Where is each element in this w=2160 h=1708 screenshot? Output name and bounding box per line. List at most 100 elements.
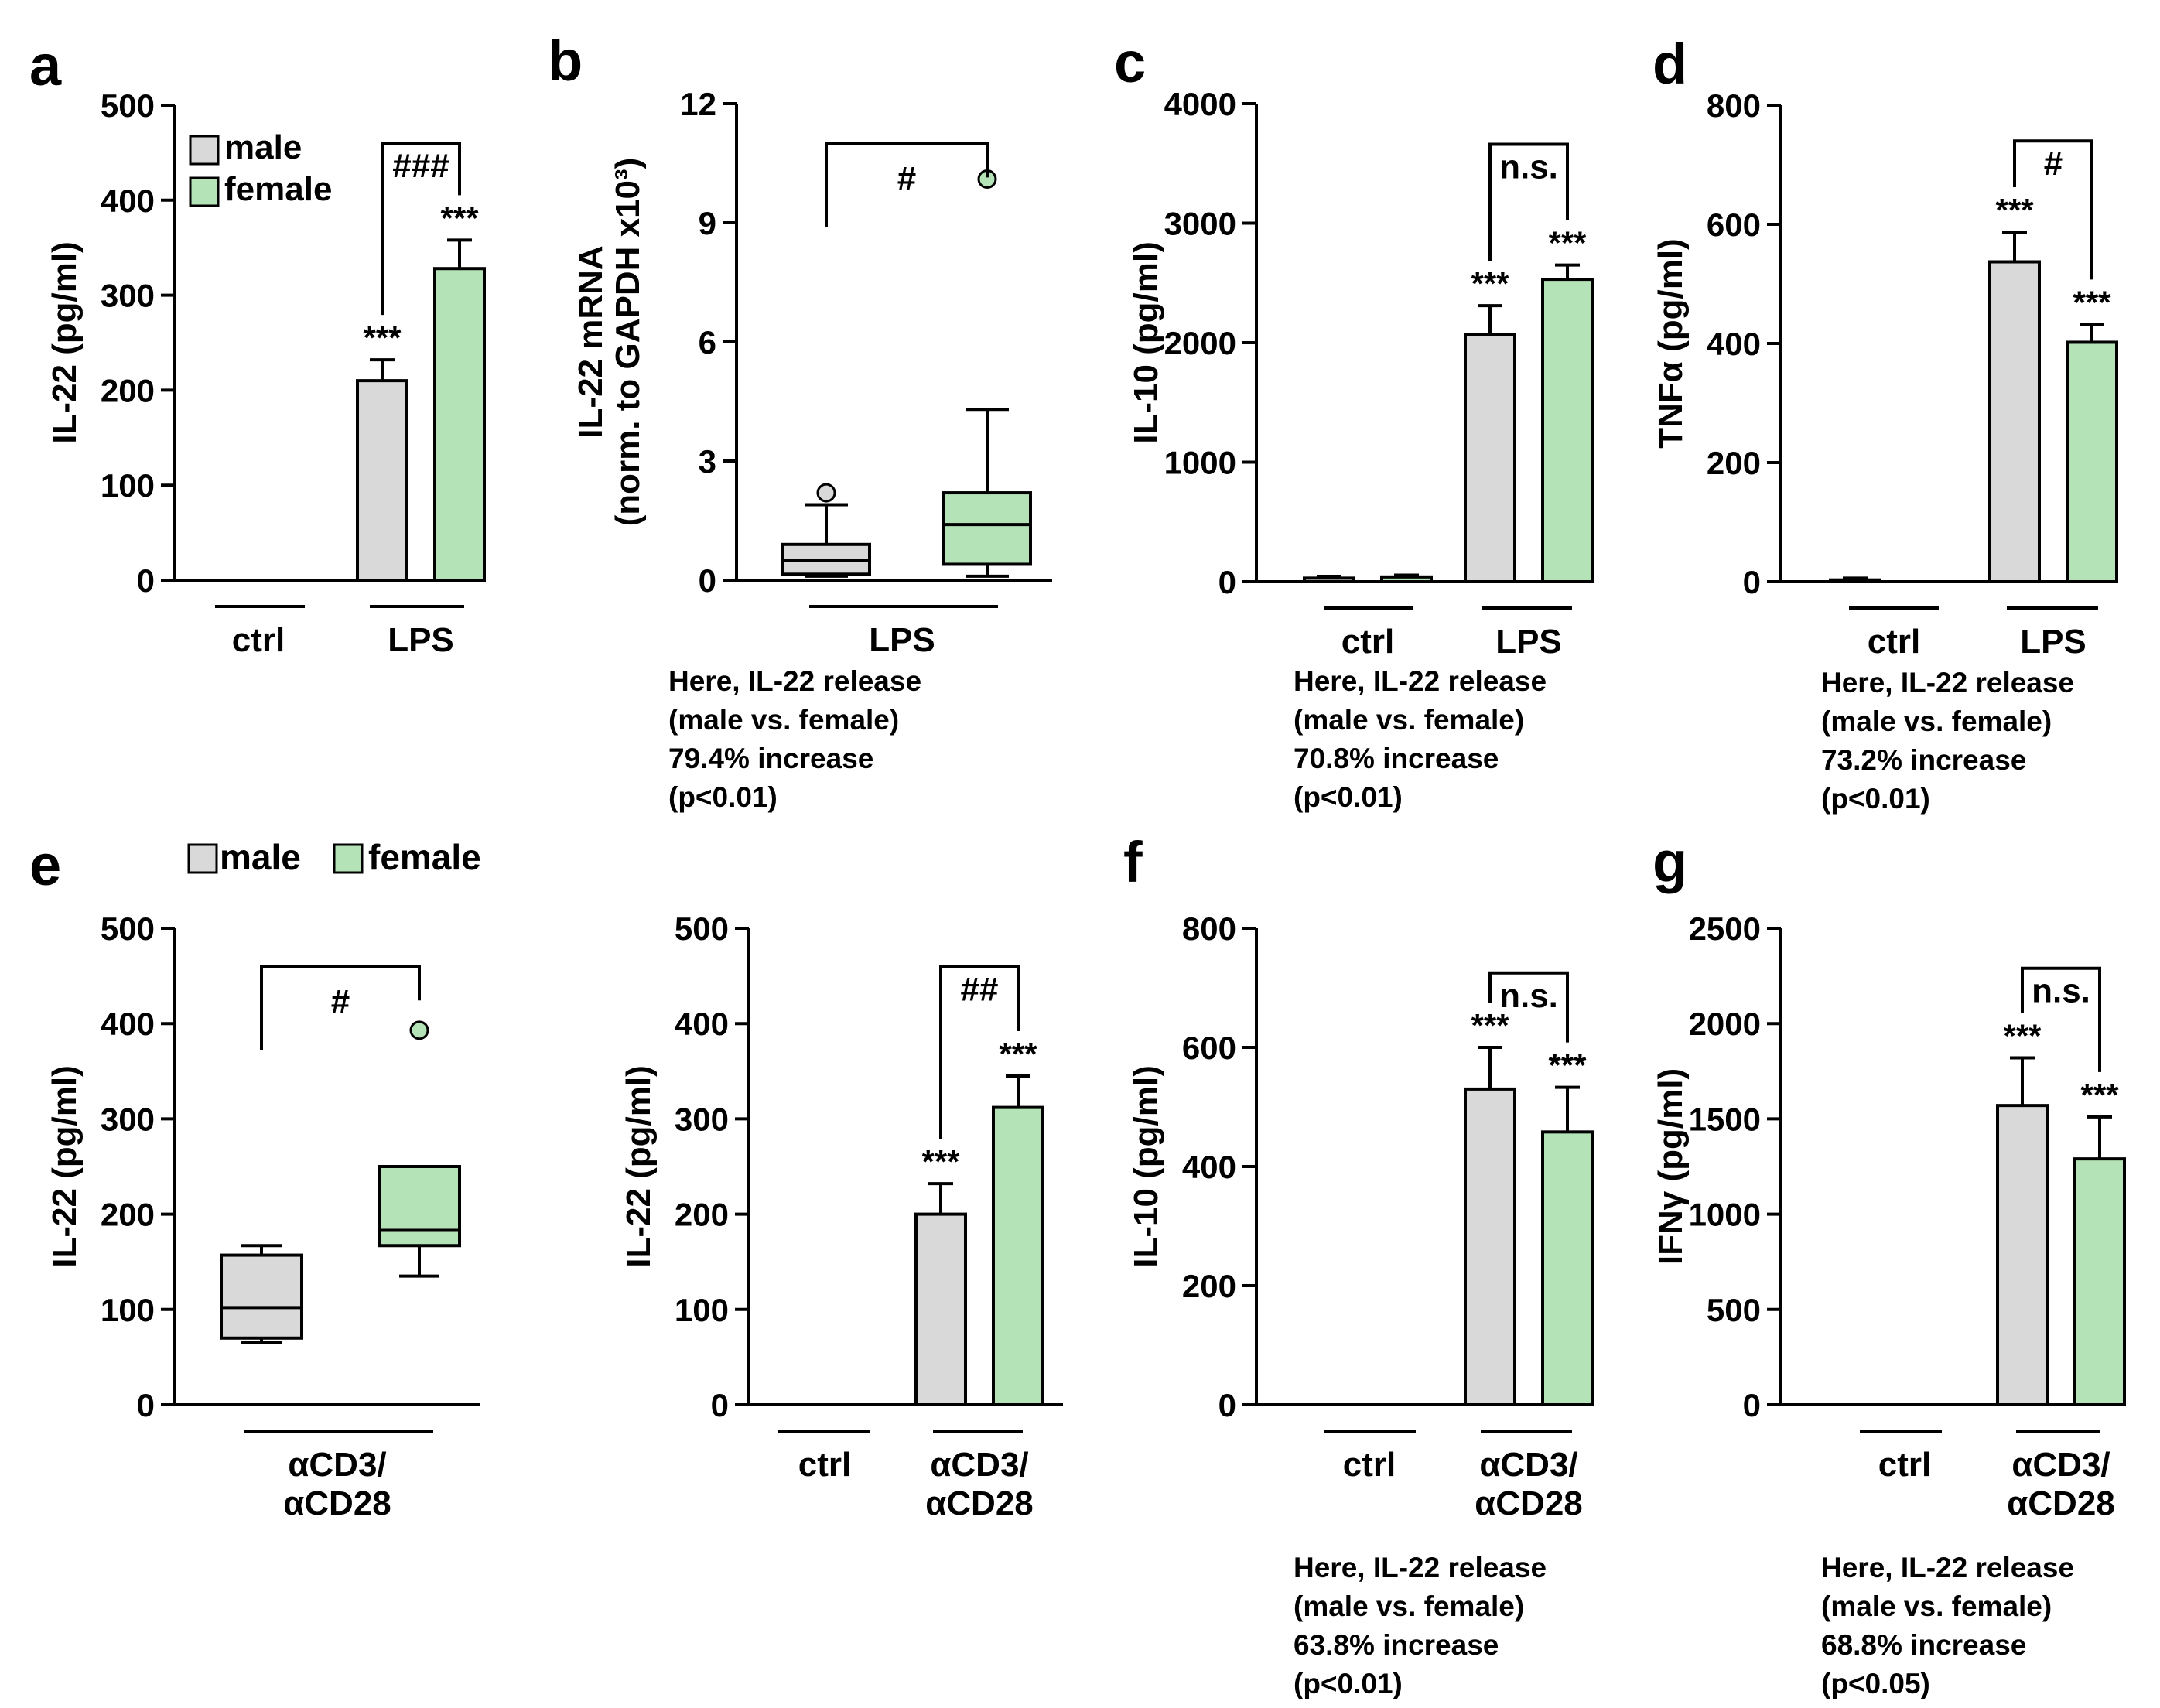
legend-female-label: female (224, 170, 332, 208)
chart-b: b 0 3 6 9 12 IL-22 mRNA (norm. to GAPDH x10³) LP… (548, 29, 1052, 659)
y-tick-label: 200 (101, 1197, 155, 1233)
panel-label: g (1652, 830, 1687, 894)
significance-stars: *** (1548, 225, 1587, 261)
y-tick-label: 500 (1707, 1292, 1761, 1328)
y-axis-label: (norm. to GAPDH x10³) (609, 158, 647, 527)
y-tick-label: 1500 (1689, 1101, 1761, 1137)
note-line: 73.2% increase (1821, 744, 2027, 776)
significance-stars: *** (1471, 265, 1509, 302)
bar-female (1380, 575, 1433, 584)
group-label: LPS (388, 621, 454, 659)
note-f: Here, IL-22 release (male vs. female) 63… (1294, 1549, 1618, 1703)
note-line: (male vs. female) (1821, 705, 2052, 737)
y-tick-label: 800 (1707, 87, 1761, 124)
legend-male-label: male (224, 128, 302, 166)
chart-d: d 0 200 400 600 800 TNFα (pg/ml) ctrl LPS *** *** # (1652, 32, 2118, 661)
y-axis-label: IL-10 (pg/ml) (1127, 241, 1165, 444)
y-tick-label: 400 (675, 1006, 729, 1042)
chart-e_bar: 0 100 200 300 400 500 IL-22 (pg/ml) ctrl αCD3/αC… (620, 910, 1063, 1522)
bracket (825, 142, 989, 227)
y-tick-label: 2000 (1164, 325, 1236, 361)
bracket (2021, 966, 2101, 1072)
y-tick-label: 12 (680, 86, 716, 122)
chart-f: f 0 200 400 600 800 IL-10 (pg/ml) ctrl αCD3/αCD2… (1123, 830, 1594, 1522)
group-label: ctrl (1868, 623, 1920, 661)
panel-label: e (29, 833, 61, 897)
note-line: 68.8% increase (1821, 1629, 2027, 1661)
bar-male (914, 1212, 967, 1406)
y-tick-label: 100 (675, 1292, 729, 1328)
legend-e-male-swatch (187, 843, 218, 874)
box-male (220, 1253, 303, 1340)
y-tick-label: 0 (711, 1387, 729, 1423)
y-tick-label: 400 (101, 183, 155, 219)
note-line: (p<0.01) (668, 781, 778, 813)
group-label: ctrl (1343, 1446, 1396, 1484)
y-tick-label: 1000 (1689, 1197, 1761, 1233)
significance-stars: *** (2073, 284, 2111, 320)
y-tick-label: 3 (699, 443, 716, 480)
legend-female-swatch (189, 176, 220, 207)
bar-female (1541, 1130, 1594, 1406)
note-line: (male vs. female) (1294, 704, 1525, 736)
panel-label: c (1114, 30, 1146, 94)
bracket-label: ### (392, 147, 449, 185)
bar-male (1464, 333, 1516, 583)
note-line: (male vs. female) (668, 704, 900, 736)
note-line: 79.4% increase (668, 743, 874, 774)
y-tick-label: 500 (101, 87, 155, 124)
significance-stars: *** (1995, 192, 2034, 228)
note-line: (p<0.01) (1294, 1668, 1403, 1699)
legend-male-swatch (189, 135, 220, 166)
bracket-label: n.s. (2032, 972, 2090, 1010)
y-tick-label: 400 (101, 1006, 155, 1042)
y-axis-label: IL-22 (pg/ml) (46, 1065, 84, 1268)
chart-e_box: e 0 100 200 300 400 500 IL-22 (pg/ml) αCD3/αCD28… (29, 833, 480, 1522)
box-female (378, 1165, 461, 1248)
note-line: (male vs. female) (1294, 1590, 1525, 1622)
panel-label: f (1123, 830, 1143, 894)
y-axis-label: IL-22 (pg/ml) (46, 241, 84, 444)
y-tick-label: 0 (137, 562, 155, 599)
y-tick-label: 200 (675, 1197, 729, 1233)
bar-female (1541, 278, 1594, 583)
group-label: αCD3/ (288, 1446, 386, 1484)
y-tick-label: 4000 (1164, 86, 1236, 122)
group-label: αCD3/ (2011, 1446, 2110, 1484)
note-line: (male vs. female) (1821, 1590, 2052, 1622)
bar-male (1303, 576, 1355, 583)
significance-stars: *** (363, 319, 402, 356)
legend-e-female-swatch (333, 843, 364, 874)
bracket-label: # (2044, 145, 2063, 183)
chart-c: c 0 1000 2000 3000 4000 IL-10 (pg/ml) ctrl LPS **… (1114, 30, 1594, 661)
y-tick-label: 1000 (1164, 445, 1236, 481)
note-c: Here, IL-22 release (male vs. female) 70… (1294, 662, 1618, 817)
group-label: ctrl (1878, 1446, 1931, 1484)
significance-stars: *** (921, 1143, 960, 1180)
y-tick-label: 500 (101, 910, 155, 947)
y-tick-label: 800 (1182, 910, 1236, 947)
group-label: αCD3/ (1479, 1446, 1577, 1484)
y-tick-label: 0 (699, 562, 716, 599)
y-tick-label: 500 (675, 910, 729, 947)
box-female (942, 491, 1032, 566)
group-label: αCD3/ (930, 1446, 1028, 1484)
note-line: (p<0.01) (1821, 783, 1930, 815)
legend-e-female-label: female (368, 837, 481, 877)
y-tick-label: 300 (101, 278, 155, 314)
note-line: 70.8% increase (1294, 743, 1499, 774)
y-tick-label: 0 (1218, 564, 1236, 600)
group-label: LPS (2020, 623, 2087, 661)
y-tick-label: 100 (101, 1292, 155, 1328)
note-line: (p<0.05) (1821, 1668, 1930, 1699)
bracket-label: # (897, 159, 916, 197)
chart-g: g 0 500 1000 1500 2000 2500 IFNγ (pg/ml) ctrl αCD… (1652, 830, 2126, 1522)
significance-stars: *** (2003, 1018, 2042, 1054)
significance-stars: *** (2080, 1077, 2119, 1113)
bracket-label: n.s. (1499, 977, 1558, 1015)
panel-label: d (1652, 32, 1687, 96)
y-tick-label: 100 (101, 467, 155, 504)
note-line: 63.8% increase (1294, 1629, 1499, 1661)
y-tick-label: 200 (1182, 1268, 1236, 1304)
group-label: ctrl (1341, 623, 1394, 661)
